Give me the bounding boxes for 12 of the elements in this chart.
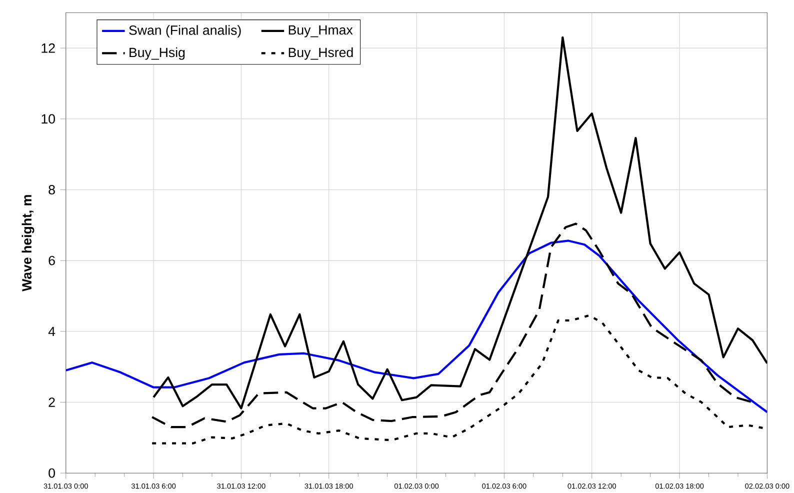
legend-label: Buy_Hsred (288, 47, 353, 60)
y-tick-label: 2 (48, 398, 55, 407)
y-tick-label: 12 (42, 43, 55, 53)
legend-label: Buy_Hmax (288, 25, 353, 38)
y-tick-label: 0 (48, 468, 55, 478)
legend-label: Swan (Final analis) (129, 25, 241, 38)
legend-label: Buy_Hsig (130, 47, 185, 60)
y-tick-label: 10 (42, 114, 55, 124)
y-tick-label: 8 (48, 184, 55, 194)
y-tick-label: 6 (48, 256, 55, 266)
y-tick-label: 4 (48, 326, 56, 336)
y-axis-title: Wave height, m (22, 195, 34, 292)
